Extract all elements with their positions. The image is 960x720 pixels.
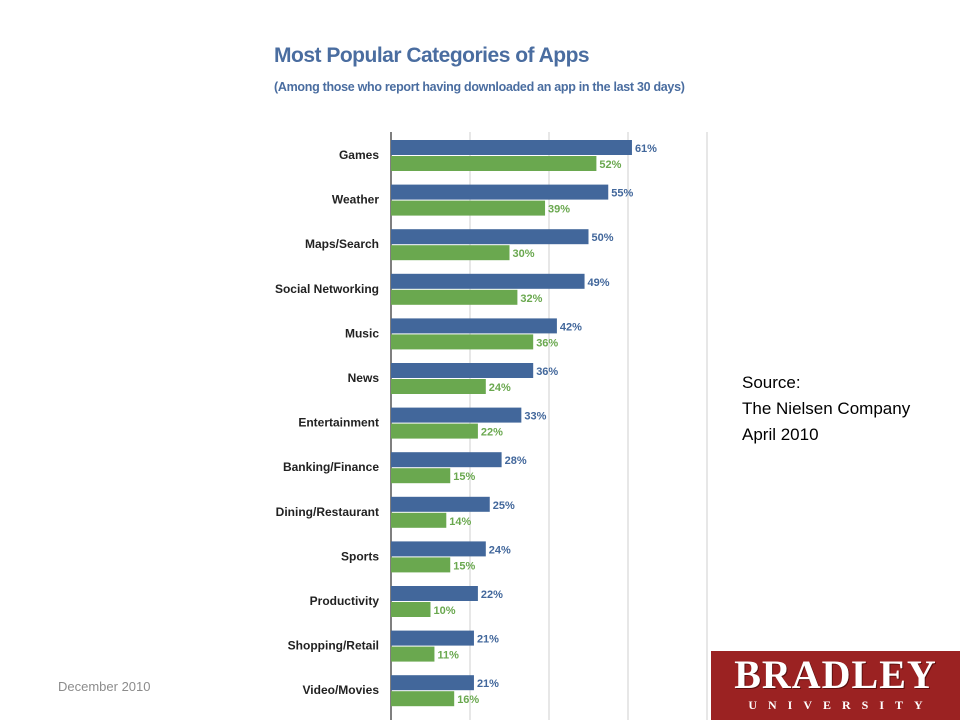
bar-series-1	[391, 140, 632, 155]
data-label: 36%	[536, 366, 558, 378]
category-label: Games	[339, 148, 379, 162]
data-label: 16%	[457, 694, 479, 706]
bar-series-1	[391, 363, 534, 378]
bar-series-1	[391, 630, 474, 646]
bar-series-2	[391, 468, 451, 484]
data-label: 33%	[524, 411, 546, 423]
data-label: 32%	[520, 293, 542, 305]
category-label: Entertainment	[298, 416, 379, 430]
bar-series-1	[391, 586, 478, 601]
data-label: 10%	[434, 605, 456, 617]
bradley-university-logo: BRADLEY UNIVERSITY	[711, 651, 960, 720]
data-label: 11%	[437, 650, 459, 662]
data-label: 22%	[481, 427, 503, 439]
category-label: Shopping/Retail	[288, 639, 379, 653]
data-label: 22%	[481, 589, 503, 601]
bar-series-2	[391, 646, 435, 662]
data-label: 21%	[477, 678, 499, 690]
footer-date: December 2010	[58, 679, 151, 694]
bar-series-1	[391, 452, 502, 468]
bar-series-2	[391, 691, 455, 707]
bar-series-1	[391, 229, 589, 245]
category-label: Productivity	[310, 594, 380, 608]
category-label: Social Networking	[275, 282, 379, 296]
bar-series-1	[391, 273, 585, 289]
bar-series-1	[391, 675, 474, 691]
data-label: 50%	[592, 232, 614, 244]
data-label: 15%	[453, 471, 475, 483]
data-label: 30%	[513, 248, 535, 260]
bar-series-1	[391, 184, 609, 200]
data-label: 24%	[489, 382, 511, 394]
category-label: Weather	[332, 193, 379, 207]
bar-series-1	[391, 407, 522, 423]
data-label: 42%	[560, 321, 582, 333]
category-label: Dining/Restaurant	[276, 505, 379, 519]
bar-series-1	[391, 318, 557, 334]
logo-wordmark: BRADLEY	[734, 652, 937, 697]
category-label: Video/Movies	[303, 683, 380, 697]
data-label: 36%	[536, 337, 558, 349]
data-label: 25%	[493, 500, 515, 512]
category-label: Maps/Search	[305, 237, 379, 251]
data-label: 15%	[453, 560, 475, 572]
bar-series-2	[391, 557, 451, 573]
labels: Games 61% 52% Weather 55% 39% Maps/Search 50% 30…	[275, 143, 657, 706]
data-label: 55%	[611, 188, 633, 200]
logo-subtitle: UNIVERSITY	[748, 698, 934, 712]
bar-series-2	[391, 602, 431, 617]
bar-series-2	[391, 200, 546, 216]
source-date: April 2010	[742, 425, 819, 444]
bar-series-2	[391, 289, 518, 305]
source-note: Source: The Nielsen Company April 2010	[742, 370, 910, 448]
bar-series-2	[391, 379, 486, 394]
bar-series-1	[391, 541, 486, 557]
bar-series-2	[391, 423, 478, 439]
chart-title: Most Popular Categories of Apps	[274, 44, 590, 67]
data-label: 28%	[505, 455, 527, 467]
data-label: 49%	[588, 277, 610, 289]
bar-series-2	[391, 245, 510, 261]
bars	[391, 140, 632, 707]
category-label: News	[348, 371, 380, 385]
data-label: 61%	[635, 143, 657, 155]
data-label: 52%	[599, 159, 621, 171]
category-label: Sports	[341, 549, 379, 563]
source-company: The Nielsen Company	[742, 399, 911, 418]
bar-series-2	[391, 334, 534, 350]
source-label: Source:	[742, 373, 801, 392]
bar-series-2	[391, 512, 447, 528]
data-label: 14%	[449, 516, 471, 528]
bar-series-2	[391, 156, 597, 171]
chart-subtitle: (Among those who report having downloade…	[274, 80, 685, 94]
bar-series-1	[391, 496, 490, 512]
category-label: Music	[345, 326, 379, 340]
category-label: Banking/Finance	[283, 460, 379, 474]
data-label: 21%	[477, 634, 499, 646]
data-label: 39%	[548, 204, 570, 216]
data-label: 24%	[489, 544, 511, 556]
